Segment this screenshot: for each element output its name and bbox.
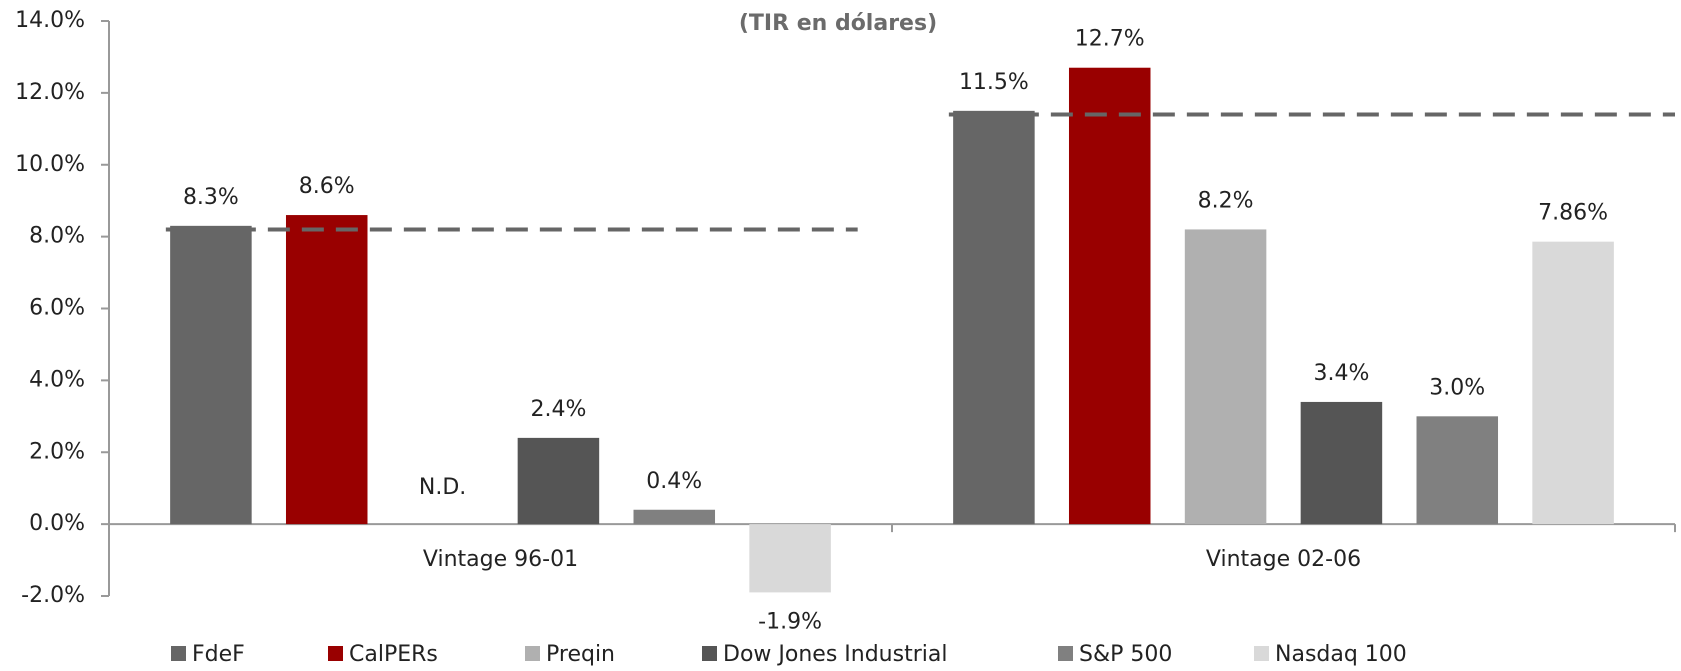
data-label: 3.0% [1429, 375, 1485, 400]
y-tick-label: -2.0% [21, 583, 85, 608]
legend-swatch [1058, 646, 1073, 661]
legend-label: CalPERs [349, 642, 438, 667]
x-tick-label: Vintage 02-06 [1206, 547, 1361, 572]
y-tick-label: 8.0% [29, 224, 85, 249]
data-label: 8.2% [1198, 188, 1254, 213]
bar [633, 509, 716, 525]
bar [1068, 67, 1151, 525]
data-label: 8.6% [299, 174, 355, 199]
data-label: 3.4% [1313, 361, 1369, 386]
bar [517, 437, 600, 525]
legend-label: Preqin [546, 642, 615, 667]
legend-label: Dow Jones Industrial [723, 642, 947, 667]
y-tick-label: 14.0% [15, 8, 85, 33]
bar [1532, 241, 1614, 525]
y-tick-label: 0.0% [29, 511, 85, 536]
legend-swatch [1254, 646, 1269, 661]
bar [749, 524, 831, 593]
data-label: 0.4% [646, 469, 702, 494]
data-label: 7.86% [1538, 201, 1608, 226]
y-tick-label: 10.0% [15, 152, 85, 177]
data-label: -1.9% [758, 609, 822, 634]
bar [1184, 229, 1267, 525]
legend-swatch [702, 646, 717, 661]
bar [170, 225, 252, 525]
y-tick-label: 6.0% [29, 296, 85, 321]
bar [1300, 401, 1383, 525]
legend-label: S&P 500 [1079, 642, 1172, 667]
data-label: 12.7% [1075, 27, 1145, 52]
x-tick-label: Vintage 96-01 [423, 547, 578, 572]
legend-label: FdeF [192, 642, 245, 667]
chart-subtitle: (TIR en dólares) [739, 11, 937, 36]
data-label: N.D. [419, 475, 466, 500]
y-tick-label: 12.0% [15, 80, 85, 105]
data-label: 8.3% [183, 185, 239, 210]
data-label: 11.5% [959, 70, 1029, 95]
legend-swatch [171, 646, 186, 661]
bar [1416, 416, 1499, 525]
y-tick-label: 2.0% [29, 439, 85, 464]
bar [953, 110, 1035, 525]
legend-swatch [525, 646, 540, 661]
data-label: 2.4% [530, 397, 586, 422]
bar [285, 215, 368, 525]
legend-swatch [328, 646, 343, 661]
y-tick-label: 4.0% [29, 367, 85, 392]
legend-label: Nasdaq 100 [1275, 642, 1407, 667]
